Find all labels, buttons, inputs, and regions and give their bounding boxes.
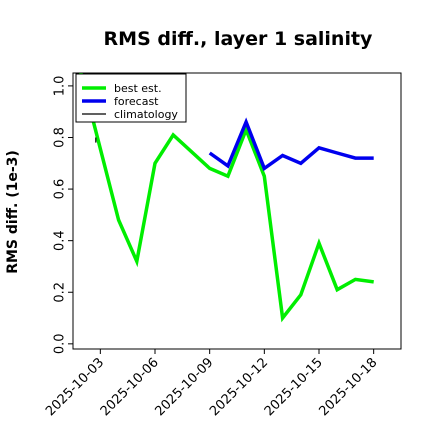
plot-area bbox=[72, 72, 402, 350]
y-tick-label: 0.8 bbox=[53, 127, 68, 148]
x-tick-label: 2025-10-18 bbox=[316, 355, 380, 419]
y-tick-label: 0.4 bbox=[53, 230, 68, 251]
chart-title: RMS diff., layer 1 salinity bbox=[104, 28, 374, 50]
legend-label: best est. bbox=[114, 82, 162, 95]
y-tick-label: 0.0 bbox=[53, 333, 68, 354]
plot-frame bbox=[72, 72, 402, 350]
series-line-best-est bbox=[79, 73, 374, 323]
y-tick-label: 0.2 bbox=[53, 282, 68, 303]
legend-label: climatology bbox=[114, 108, 178, 121]
y-axis-ticks: 0.0 0.2 0.4 0.6 0.8 1.0 bbox=[53, 76, 73, 354]
y-tick-label: 0.6 bbox=[53, 179, 68, 200]
legend-label: forecast bbox=[114, 95, 159, 108]
series-layer bbox=[79, 73, 374, 323]
series-line-forecast bbox=[208, 117, 374, 172]
y-axis-label: RMS diff. (1e-3) bbox=[5, 150, 21, 274]
x-axis-ticks: 2025-10-032025-10-062025-10-092025-10-12… bbox=[43, 349, 380, 419]
y-tick-label: 1.0 bbox=[53, 76, 68, 97]
